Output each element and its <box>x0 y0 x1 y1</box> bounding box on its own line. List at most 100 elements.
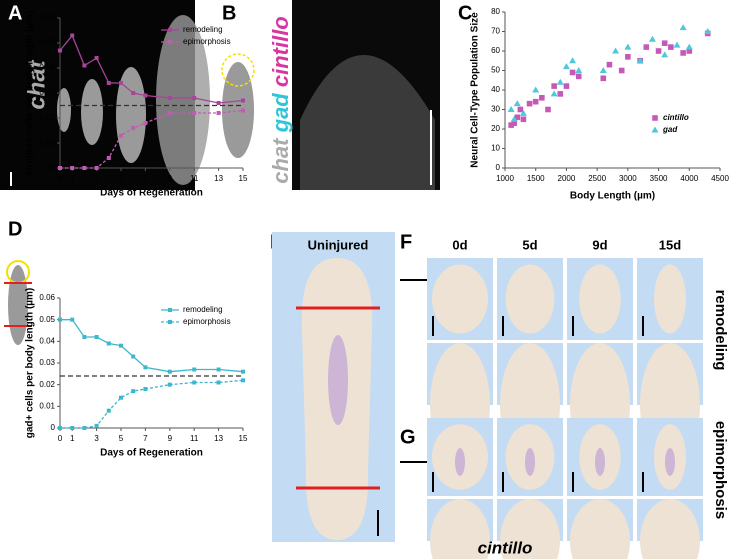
y-tick-label: 0.04 <box>39 336 55 345</box>
x-tick-label: 13 <box>214 174 223 183</box>
image-grid <box>427 258 703 559</box>
marker <box>517 106 524 113</box>
worm <box>432 264 488 334</box>
marker <box>131 389 136 394</box>
x-axis-title: Days of Regeneration <box>100 188 203 199</box>
column-label: 9d <box>592 237 607 252</box>
legend-label: remodeling <box>183 305 223 314</box>
x-tick-label: 3500 <box>650 174 668 183</box>
marker <box>648 35 656 42</box>
marker <box>643 44 650 50</box>
stain: chat <box>268 137 293 184</box>
marker <box>520 116 527 123</box>
marker <box>556 78 564 85</box>
y-tick-label: 20 <box>491 124 500 133</box>
marker <box>143 387 148 391</box>
marker <box>511 120 518 126</box>
worm <box>654 264 686 334</box>
x-tick-label: 13 <box>214 434 223 443</box>
legend-label: gad <box>662 125 678 134</box>
stain: gad <box>268 93 293 134</box>
marker <box>532 98 539 105</box>
marker <box>661 40 668 46</box>
marker <box>625 54 631 60</box>
y-tick-label: 0.03 <box>39 88 55 97</box>
marker <box>569 57 577 64</box>
y-tick-label: 0.03 <box>39 358 55 367</box>
y-tick-label: 0.02 <box>39 380 55 389</box>
worm <box>505 264 555 334</box>
marker <box>106 156 111 160</box>
marker <box>143 121 148 125</box>
marker <box>673 41 681 48</box>
cartoon-region <box>221 53 255 87</box>
y-tick-label: 0.06 <box>39 293 55 302</box>
worm <box>570 499 630 559</box>
marker <box>216 111 221 115</box>
x-axis-title: Body Length (µm) <box>570 191 655 202</box>
marker <box>569 69 576 76</box>
x-tick-label: 7 <box>143 174 148 183</box>
marker <box>686 48 693 54</box>
column-label: 15d <box>659 237 681 252</box>
marker <box>668 44 674 50</box>
marker <box>241 98 245 103</box>
y-tick-label: 0 <box>51 423 56 432</box>
marker <box>241 378 245 383</box>
x-tick-label: 3 <box>94 434 99 443</box>
marker <box>510 115 518 122</box>
x-tick-label: 5 <box>119 174 124 183</box>
marker <box>94 335 99 339</box>
legend-label: cintillo <box>663 113 689 122</box>
legend-marker <box>168 320 172 324</box>
x-tick-label: 2000 <box>558 174 576 183</box>
marker <box>192 96 197 100</box>
marker <box>70 426 75 430</box>
worms-a <box>57 15 210 185</box>
x-tick-label: 3000 <box>619 174 637 183</box>
marker <box>636 57 644 64</box>
marker <box>514 114 521 121</box>
marker <box>562 63 570 70</box>
marker <box>119 81 123 85</box>
legend-label: remodeling <box>183 25 223 34</box>
y-tick-label: 50 <box>491 66 500 75</box>
pharynx <box>328 335 348 425</box>
marker <box>216 367 221 372</box>
stain-label: chat <box>23 59 50 109</box>
marker <box>82 335 87 339</box>
marker <box>119 133 123 138</box>
marker <box>545 106 551 113</box>
y-tick-label: 30 <box>491 105 500 114</box>
scale-bar <box>10 172 12 186</box>
y-tick-label: 60 <box>491 46 500 55</box>
marker <box>58 426 62 430</box>
series-line <box>60 319 244 373</box>
y-tick-label: 80 <box>491 7 500 16</box>
y-tick-label: 0.06 <box>39 13 55 22</box>
marker <box>599 67 607 73</box>
row-label: epimorphosis <box>712 421 729 519</box>
scale-bar <box>430 110 432 185</box>
cartoon <box>222 62 254 158</box>
worm <box>640 499 700 559</box>
panel-label: D <box>8 218 22 240</box>
y-axis-title: cintillo+ cells per body length (µm) <box>25 11 36 176</box>
marker <box>70 166 75 170</box>
marker <box>550 90 558 97</box>
y-tick-label: 10 <box>491 144 500 153</box>
marker <box>655 48 662 54</box>
marker <box>551 83 557 89</box>
marker <box>508 122 514 128</box>
panel-label: F <box>400 231 412 253</box>
y-tick-label: 0 <box>51 163 56 172</box>
x-tick-label: 5 <box>119 434 124 443</box>
x-tick-label: 1500 <box>527 174 545 183</box>
x-tick-label: 1000 <box>496 174 514 183</box>
cartoon-d <box>4 260 32 345</box>
marker <box>557 91 564 97</box>
marker <box>192 367 197 372</box>
x-tick-label: 4000 <box>680 174 698 183</box>
x-tick-label: 1 <box>70 434 75 443</box>
x-tick-label: 15 <box>239 434 248 443</box>
